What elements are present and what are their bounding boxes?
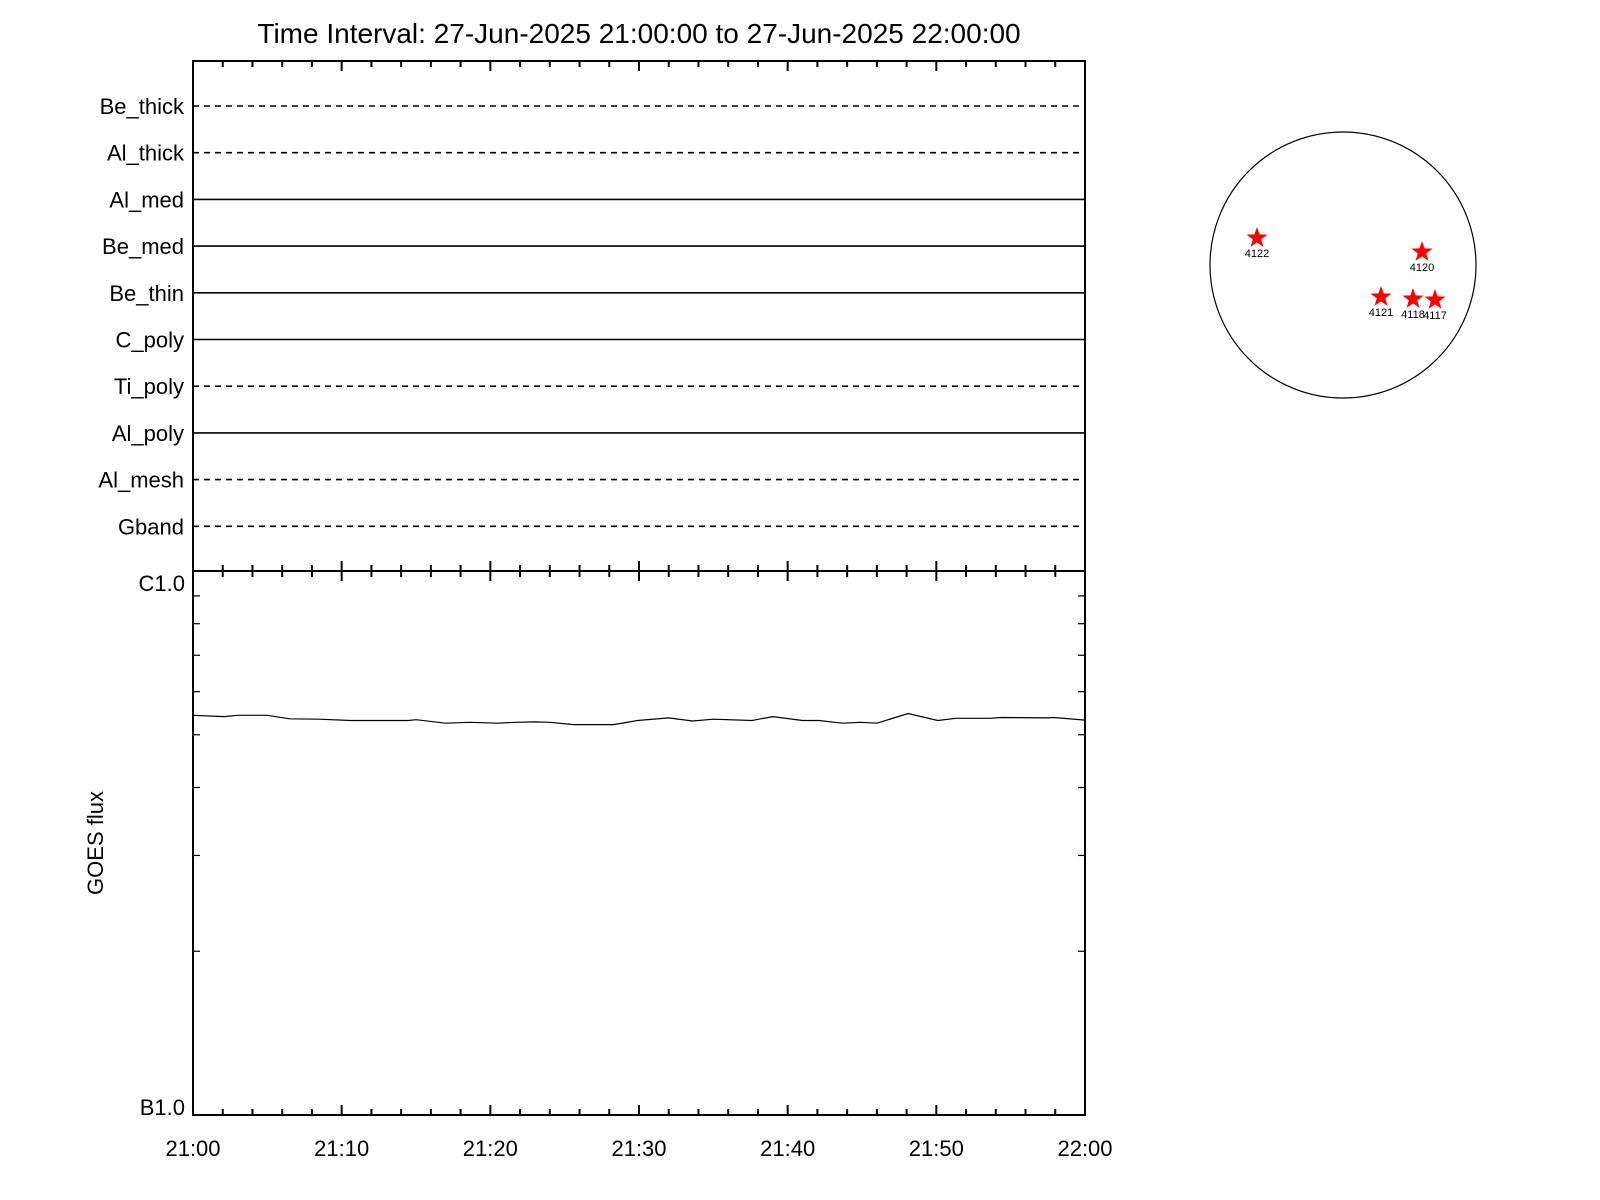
channel-panel-frame	[192, 60, 1086, 572]
channel-label: Be_thick	[100, 94, 185, 119]
active-region-label: 4121	[1369, 307, 1393, 319]
channel-label: Be_med	[102, 234, 184, 259]
x-tick-label: 21:10	[314, 1136, 369, 1161]
goes-panel: C1.0 B1.0 GOES flux 21:00 21:10 21:20 21:30…	[83, 570, 1113, 1161]
y-tick-label-bottom: B1.0	[140, 1095, 185, 1120]
goes-flux-line	[192, 712, 1086, 726]
y-tick-label-top: C1.0	[139, 571, 185, 596]
active-region-label: 4120	[1410, 262, 1434, 274]
chart-title: Time Interval: 27-Jun-2025 21:00:00 to 2…	[257, 18, 1020, 49]
active-region-label: 4122	[1245, 248, 1269, 260]
channel-label: Al_mesh	[98, 468, 184, 493]
channel-label: Al_med	[109, 187, 184, 212]
active-region-star-icon	[1370, 286, 1392, 306]
y-axis-label: GOES flux	[83, 791, 108, 895]
channel-label: Al_thick	[107, 141, 185, 166]
channel-label: Be_thin	[109, 281, 184, 306]
x-tick-label: 21:50	[909, 1136, 964, 1161]
active-region-star-icon	[1411, 241, 1433, 261]
x-tick-label: 22:00	[1057, 1136, 1112, 1161]
goes-panel-frame	[192, 570, 1086, 1116]
active-region-label: 4118	[1401, 309, 1425, 321]
channel-label: Gband	[118, 514, 184, 539]
x-tick-label: 21:30	[611, 1136, 666, 1161]
x-tick-label: 21:00	[165, 1136, 220, 1161]
channel-label: Ti_poly	[114, 374, 184, 399]
active-region-star-icon	[1424, 289, 1446, 309]
active-region-label: 4117	[1423, 310, 1447, 322]
solar-limb	[1209, 131, 1477, 399]
active-region-star-icon	[1402, 288, 1424, 308]
x-tick-label: 21:40	[760, 1136, 815, 1161]
active-region-star-icon	[1246, 227, 1268, 247]
channel-label: C_poly	[116, 328, 184, 353]
channel-label: Al_poly	[112, 421, 184, 446]
x-tick-label: 21:20	[463, 1136, 518, 1161]
channel-panel: Be_thick Al_thick Al_med Be_med Be_thin C_pol…	[98, 60, 1086, 581]
